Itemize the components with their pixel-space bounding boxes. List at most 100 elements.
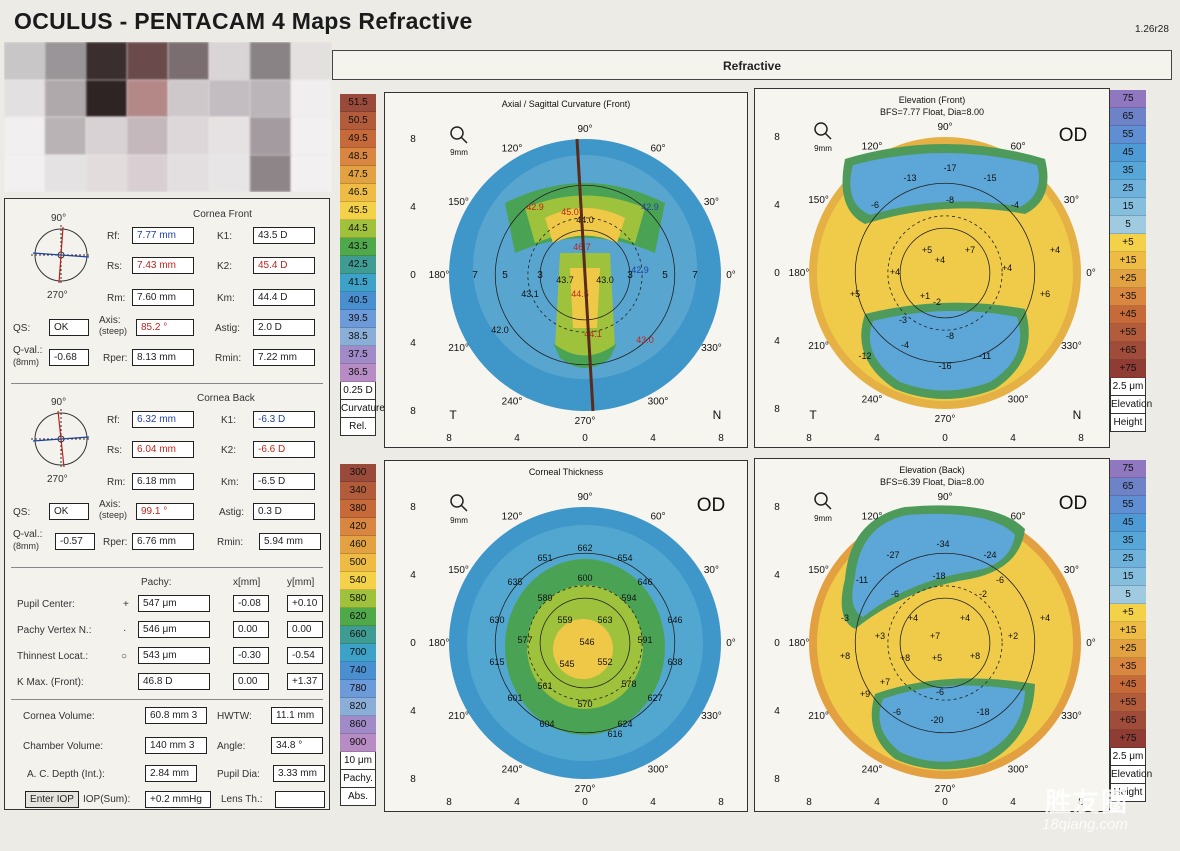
- scale-step: +55: [1110, 694, 1146, 712]
- cb-astig-value: 0.3 D: [253, 503, 315, 520]
- thinnest-location-symbol: ○: [121, 651, 128, 662]
- watermark-text: 胜友圈: [1045, 787, 1130, 817]
- map-value: +6: [1040, 289, 1050, 299]
- pupil-outline: [527, 585, 643, 701]
- scale-step: 36.5: [340, 364, 376, 382]
- map-value: -12: [858, 351, 871, 361]
- section-header: Refractive: [332, 50, 1172, 80]
- scale-step: 25: [1110, 180, 1146, 198]
- y-tick: 8: [774, 132, 780, 143]
- map-value: +4: [935, 255, 945, 265]
- cf-angle-top: 90°: [51, 213, 67, 224]
- zoom-icon[interactable]: [814, 492, 828, 506]
- pupil-outline: [887, 585, 1003, 701]
- cb-rm-label: Rm:: [107, 477, 126, 488]
- y-tick: 4: [410, 706, 416, 717]
- map-value: +4: [890, 267, 900, 277]
- eye-label: OD: [1059, 125, 1088, 146]
- scale-step: +5: [1110, 234, 1146, 252]
- scale-step: 15: [1110, 198, 1146, 216]
- map-value: 43.7: [556, 275, 574, 285]
- map-value: 578: [621, 679, 636, 689]
- x-tick: 8: [806, 797, 812, 808]
- map-value: +4: [1050, 245, 1060, 255]
- left-data-panel: Cornea Front 90° 270° Rf: 7.77 mm Rs: 7.…: [4, 198, 330, 810]
- x-tick: 0: [942, 433, 948, 444]
- map-ring: [899, 597, 991, 689]
- map-ring: [854, 182, 1036, 364]
- scale-l1: Pachy.: [340, 770, 376, 788]
- y-tick: 8: [774, 404, 780, 415]
- scale-l2: Abs.: [340, 788, 376, 806]
- angle-label: 330°: [1061, 711, 1082, 722]
- ring-scale-label: 7: [472, 270, 478, 281]
- angle-label: 270°: [935, 784, 956, 795]
- map-value: -11: [979, 351, 991, 361]
- map-value: -6: [936, 687, 944, 697]
- map-value: 563: [597, 615, 612, 625]
- cf-qval-value: -0.68: [49, 349, 89, 366]
- angle-label: 0°: [726, 270, 736, 281]
- pachy-x-header: x[mm]: [233, 577, 261, 588]
- angle-label: 90°: [577, 124, 592, 135]
- scale-step: 740: [340, 662, 376, 680]
- x-tick: 8: [446, 433, 452, 444]
- map-value: +4: [908, 613, 918, 623]
- cf-rf-label: Rf:: [107, 231, 120, 242]
- scale-step: 75: [1110, 460, 1146, 478]
- x-tick: 4: [650, 433, 656, 444]
- scale-step: 42.5: [340, 256, 376, 274]
- angle-label: 240°: [862, 764, 883, 775]
- cb-qs-value: OK: [49, 503, 89, 520]
- y-tick: 8: [410, 406, 416, 417]
- map-value: 44.0: [576, 215, 594, 225]
- zoom-icon[interactable]: [450, 494, 464, 508]
- zoom-icon[interactable]: [814, 122, 828, 136]
- scale-step: +45: [1110, 676, 1146, 694]
- lens-th-label: Lens Th.:: [221, 794, 263, 805]
- cf-rm-value: 7.60 mm: [132, 289, 194, 306]
- scale-step: 660: [340, 626, 376, 644]
- cb-axis-steep-label: (steep): [99, 510, 128, 520]
- scale-step: 460: [340, 536, 376, 554]
- scale-step: 47.5: [340, 166, 376, 184]
- map-title: Axial / Sagittal Curvature (Front): [502, 99, 631, 109]
- ac-depth-value: 2.84 mm: [145, 765, 197, 782]
- scale-step: 51.5: [340, 94, 376, 112]
- divider: [11, 383, 323, 384]
- pachy-vertex-pachy: 546 μm: [138, 621, 210, 638]
- nasal-label: N: [1073, 408, 1082, 422]
- angle-label: 120°: [862, 512, 883, 523]
- cf-rper-value: 8.13 mm: [132, 349, 194, 366]
- cb-rper-value: 6.76 mm: [132, 533, 194, 550]
- divider: [11, 567, 323, 568]
- map-value: 570: [577, 699, 592, 709]
- cf-km-value: 44.4 D: [253, 289, 315, 306]
- map-title: Corneal Thickness: [529, 467, 604, 477]
- cf-rmin-value: 7.22 mm: [253, 349, 315, 366]
- map-color-zone: [879, 685, 1025, 762]
- thinnest-location-label: Thinnest Locat.:: [17, 651, 89, 662]
- map-value: 589: [537, 593, 552, 603]
- map-value: 552: [597, 657, 612, 667]
- map-ring: [494, 184, 676, 366]
- zoom-icon[interactable]: [450, 126, 464, 140]
- map-value: 627: [647, 693, 662, 703]
- divider: [11, 699, 323, 700]
- cf-astig-label: Astig:: [215, 323, 241, 334]
- cb-axis-value: 99.1 °: [136, 503, 194, 520]
- map-value: 654: [617, 553, 632, 563]
- scale-step: +75: [1110, 360, 1146, 378]
- map-value: 43.1: [521, 289, 539, 299]
- scale-step: 40.5: [340, 292, 376, 310]
- angle-label: 330°: [701, 711, 722, 722]
- map-value: -3: [841, 613, 849, 623]
- enter-iop-button[interactable]: Enter IOP: [25, 791, 79, 808]
- map-title: Elevation (Back): [899, 465, 965, 475]
- map-value: -18: [976, 707, 989, 717]
- map-value: -15: [983, 173, 996, 183]
- angle-label: 60°: [650, 512, 665, 523]
- scale-step: 38.5: [340, 328, 376, 346]
- angle-label: 90°: [937, 492, 952, 503]
- angle-label: 0°: [726, 638, 736, 649]
